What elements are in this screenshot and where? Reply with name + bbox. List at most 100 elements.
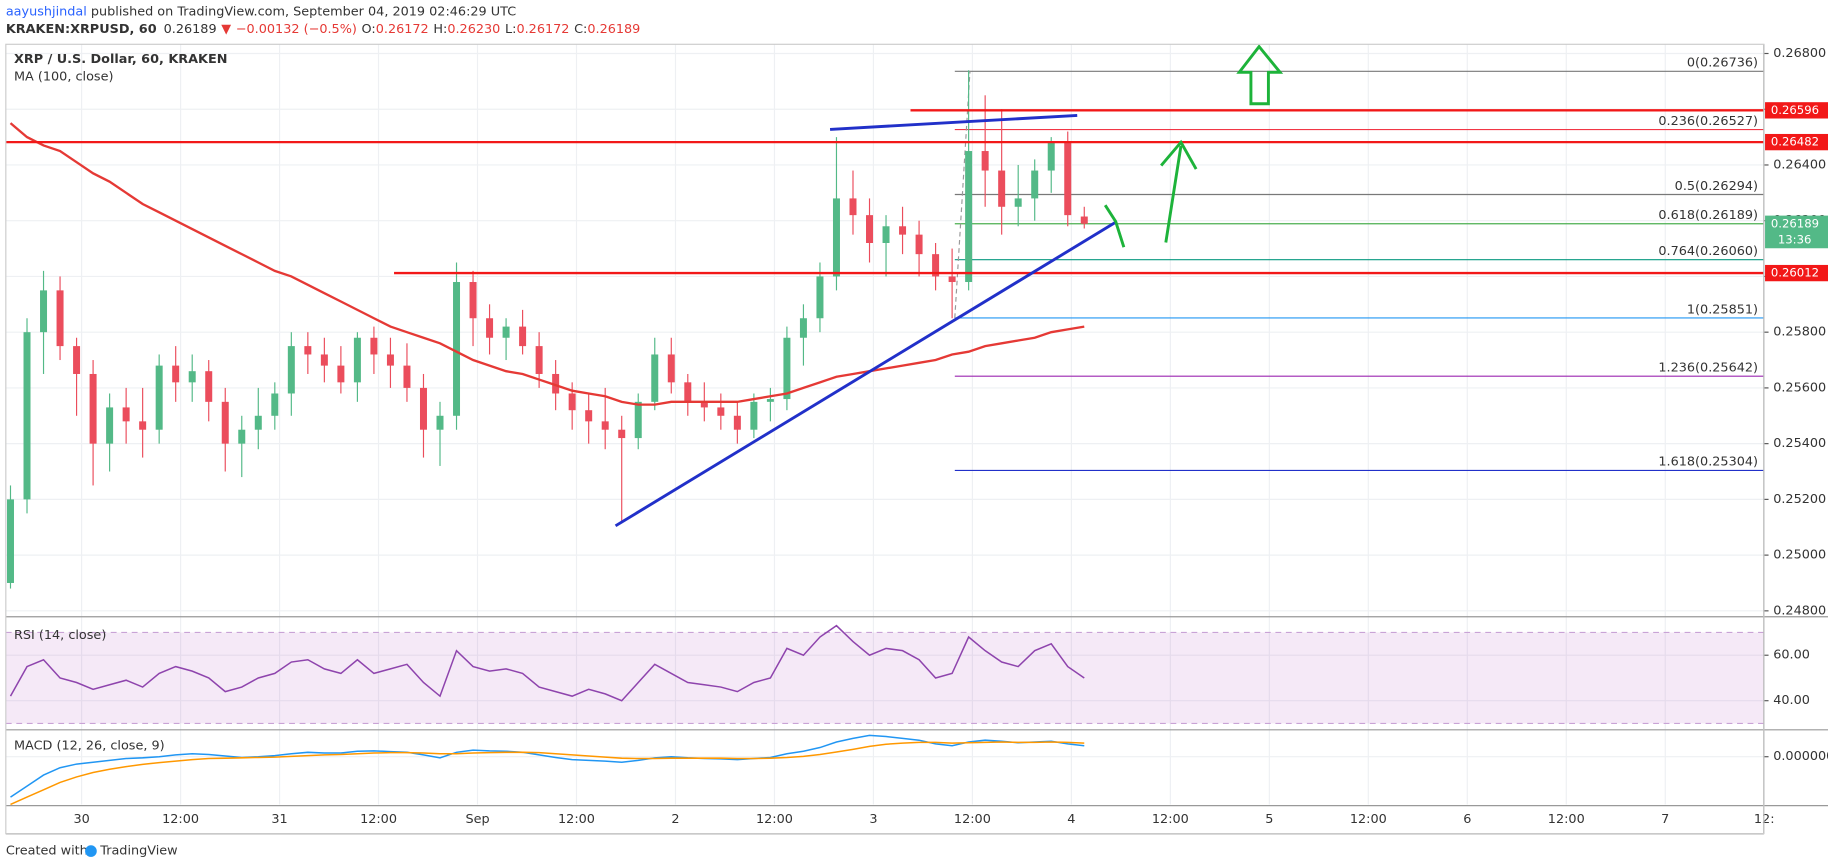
candle-body: [552, 373, 560, 394]
footer-brand[interactable]: TradingView: [99, 844, 177, 859]
y-tick-label: 60.00: [1773, 648, 1810, 663]
indicator-line: [9, 624, 1085, 702]
x-tick-label: 31: [271, 812, 287, 827]
candle-body: [469, 282, 477, 319]
change: −0.00132 (−0.5%): [236, 22, 357, 37]
up-arrow: [1236, 44, 1284, 106]
candle-body: [1080, 216, 1088, 224]
last-price-label: 0.26189: [1771, 216, 1819, 230]
candle-body: [849, 198, 857, 216]
candle-body: [965, 151, 973, 283]
candle-body: [419, 387, 427, 430]
candle-body: [866, 215, 874, 243]
candle-body: [238, 429, 246, 444]
candle-body: [783, 337, 791, 400]
candle-body: [519, 326, 527, 347]
candle-body: [1031, 170, 1039, 199]
grid: [5, 44, 1765, 805]
rsi-title: RSI (14, close): [14, 628, 106, 643]
candle-body: [750, 401, 758, 430]
price-tag-label: 0.26596: [1771, 103, 1819, 117]
fib-label: 1.618(0.25304): [1658, 455, 1758, 470]
candle-body: [254, 415, 262, 430]
candle-body: [89, 373, 97, 444]
y-tick-label: 40.00: [1773, 693, 1810, 708]
candle-body: [23, 332, 31, 500]
x-tick-label: 12:00: [558, 812, 595, 827]
candle-body: [320, 354, 328, 366]
y-tick-label: 0.25600: [1773, 380, 1826, 395]
x-tick-label: 12:00: [1152, 812, 1189, 827]
candle-body: [155, 365, 163, 430]
rsi-band: [5, 632, 1764, 724]
candle-body: [486, 318, 494, 338]
x-tick-label: 12:00: [1548, 812, 1585, 827]
published: published on TradingView.com, September …: [87, 4, 516, 19]
candle-body: [535, 346, 543, 374]
x-tick-label: Sep: [465, 812, 489, 827]
candle-body: [386, 354, 394, 366]
candle-body: [370, 337, 378, 355]
candle-body: [40, 290, 48, 333]
fib-label: 0.764(0.26060): [1658, 244, 1758, 259]
x-tick-label: 3: [869, 812, 877, 827]
y-tick-label: 0.26400: [1773, 157, 1826, 172]
arrow: [1160, 139, 1198, 170]
last: 0.26189: [164, 22, 217, 37]
candle-body: [403, 365, 411, 388]
fib-label: 1.236(0.25642): [1658, 361, 1758, 376]
candle-body: [634, 401, 642, 439]
last-price-tag: [1765, 215, 1828, 249]
x-tick-label: 12:00: [954, 812, 991, 827]
frame: [5, 43, 1765, 835]
x-tick-label: 12:00: [162, 812, 199, 827]
candle-body: [287, 346, 295, 394]
x-tick-label: 12:00: [360, 812, 397, 827]
ohlc-value: 0.26172: [516, 22, 569, 37]
fib-label: 0.5(0.26294): [1675, 179, 1758, 194]
candle-body: [1064, 142, 1072, 216]
indicator-line: [10, 741, 1085, 806]
ma-line: [9, 122, 1085, 406]
symbol: KRAKEN:XRPUSD, 60: [6, 22, 157, 37]
macd-title: MACD (12, 26, close, 9): [14, 739, 165, 754]
candle-body: [304, 346, 312, 355]
ohlc-value: 0.26230: [447, 22, 500, 37]
y-tick-label: 0.26800: [1773, 46, 1826, 61]
candle-body: [1014, 198, 1022, 207]
footer-created: Created with: [6, 844, 88, 859]
candle-body: [667, 354, 675, 383]
candle-body: [932, 254, 940, 277]
price-tag-label: 0.26482: [1771, 135, 1819, 149]
author[interactable]: aayushjindal: [6, 4, 87, 19]
ohlc-value: 0.26172: [376, 22, 429, 37]
price-tag: [1765, 102, 1828, 119]
arrow: ▼: [221, 22, 231, 37]
candle-body: [585, 410, 593, 422]
y-tick-label: 0.25200: [1773, 492, 1826, 507]
candle-body: [1047, 142, 1055, 171]
candle-body: [899, 226, 907, 235]
candle-body: [271, 393, 279, 416]
countdown-label: 13:36: [1778, 233, 1812, 247]
x-tick-label: 6: [1463, 812, 1471, 827]
price-tag-label: 0.26012: [1771, 266, 1819, 280]
candle-body: [56, 290, 64, 347]
fib-label: 0.618(0.26189): [1658, 208, 1758, 223]
candle-body: [733, 415, 741, 430]
price-tag: [1765, 133, 1828, 151]
header-line-2: KRAKEN:XRPUSD, 60 0.26189 ▼ −0.00132 (−0.5%…: [6, 22, 641, 37]
candle-body: [436, 415, 444, 430]
ohlc-key: H:: [433, 22, 447, 37]
candle-body: [353, 337, 361, 383]
ohlc-key: C:: [574, 22, 587, 37]
y-tick-label: 0.25800: [1773, 325, 1826, 340]
x-tick-label: 2: [671, 812, 679, 827]
fib-label: 1(0.25851): [1687, 302, 1758, 317]
candle-body: [766, 399, 774, 402]
arrow: [1164, 145, 1183, 243]
x-tick-label: 12:00: [1350, 812, 1387, 827]
candle-body: [453, 282, 461, 416]
